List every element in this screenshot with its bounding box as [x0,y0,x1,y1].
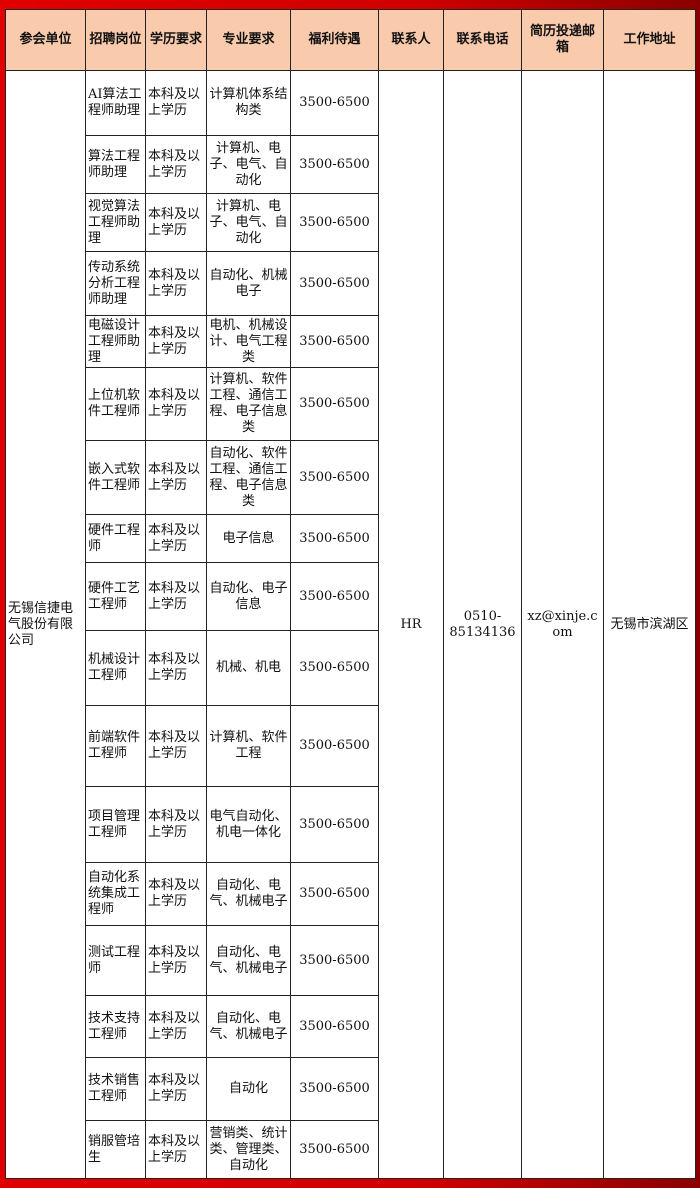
table-cell: 3500-6500 [290,193,379,252]
table-row: 技术支持工程师 本科及以上学历 自动化、电气、机械电子 3500-6500 [6,995,696,1058]
table-row: 算法工程师助理 本科及以上学历 计算机、电子、电气、自动化 3500-6500 [6,135,696,194]
table-row: 项目管理工程师 本科及以上学历 电气自动化、机电一体化 3500-6500 [6,786,696,863]
table-cell: 3500-6500 [290,862,379,926]
table-cell: 本科及以上学历 [145,1120,207,1179]
table-cell: 本科及以上学历 [145,925,207,996]
phone-cell: 0510-85134136 [443,70,522,1179]
table-cell: 视觉算法工程师助理 [85,193,146,252]
table-cell: 3500-6500 [290,562,379,631]
table-cell: 3500-6500 [290,70,379,136]
table-row: 硬件工艺工程师 本科及以上学历 自动化、电子信息 3500-6500 [6,562,696,631]
table-cell: 前端软件工程师 [85,705,146,787]
column-header: 工作地址 [603,9,696,71]
table-cell: 3500-6500 [290,786,379,863]
table-cell: 3500-6500 [290,1120,379,1179]
column-header: 招聘岗位 [85,9,146,71]
column-header: 福利待遇 [290,9,379,71]
table-cell: 计算机、电子、电气、自动化 [206,193,291,252]
table-cell: 计算机、软件工程、通信工程、电子信息类 [206,367,291,441]
table-row: 嵌入式软件工程师 本科及以上学历 自动化、软件工程、通信工程、电子信息类 3500-6… [6,440,696,515]
table-row: 硬件工程师 本科及以上学历 电子信息 3500-6500 [6,514,696,563]
table-cell: 自动化 [206,1057,291,1121]
table-row: 传动系统分析工程师助理 本科及以上学历 自动化、机械电子 3500-6500 [6,251,696,316]
company-cell: 无锡信捷电气股份有限公司 [5,70,86,1179]
table-cell: 硬件工程师 [85,514,146,563]
email-cell: xz@xinje.com [521,70,604,1179]
table-row: 前端软件工程师 本科及以上学历 计算机、软件工程 3500-6500 [6,705,696,787]
contact-cell: HR [378,70,444,1179]
table-cell: 销服管培生 [85,1120,146,1179]
header-row: 参会单位 招聘岗位 学历要求 专业要求 福利待遇 联系人 联系电话 简历投递邮箱 工作地址 [5,9,696,71]
table-cell: 电磁设计工程师助理 [85,315,146,368]
table-row: 电磁设计工程师助理 本科及以上学历 电机、机械设计、电气工程类 3500-6500 [6,315,696,368]
table-cell: 3500-6500 [290,705,379,787]
table-cell: 营销类、统计类、管理类、自动化 [206,1120,291,1179]
table-cell: 本科及以上学历 [145,251,207,316]
table-cell: 3500-6500 [290,367,379,441]
table-cell: 本科及以上学历 [145,514,207,563]
table-cell: 自动化、电子信息 [206,562,291,631]
column-header: 联系人 [378,9,444,71]
table-cell: 电气自动化、机电一体化 [206,786,291,863]
table-row: 视觉算法工程师助理 本科及以上学历 计算机、电子、电气、自动化 3500-6500 [6,193,696,252]
table-cell: 技术销售工程师 [85,1057,146,1121]
address-cell: 无锡市滨湖区 [603,70,696,1179]
table-cell: 计算机、软件工程 [206,705,291,787]
table-cell: 本科及以上学历 [145,995,207,1058]
table-cell: 自动化、机械电子 [206,251,291,316]
table-cell: 技术支持工程师 [85,995,146,1058]
table-cell: 传动系统分析工程师助理 [85,251,146,316]
table-cell: 项目管理工程师 [85,786,146,863]
table-cell: 上位机软件工程师 [85,367,146,441]
table-cell: 3500-6500 [290,925,379,996]
table-cell: 自动化、软件工程、通信工程、电子信息类 [206,440,291,515]
table-cell: 本科及以上学历 [145,630,207,706]
table-row: 自动化系统集成工程师 本科及以上学历 自动化、电气、机械电子 3500-6500 [6,862,696,926]
table-cell: 计算机体系结构类 [206,70,291,136]
table-row: 技术销售工程师 本科及以上学历 自动化 3500-6500 [6,1057,696,1121]
table-cell: 本科及以上学历 [145,786,207,863]
table-cell: AI算法工程师助理 [85,70,146,136]
table-cell: 3500-6500 [290,135,379,194]
table-cell: 硬件工艺工程师 [85,562,146,631]
column-header: 简历投递邮箱 [521,9,604,71]
table-cell: 本科及以上学历 [145,440,207,515]
table-cell: 自动化、电气、机械电子 [206,862,291,926]
table-cell: 计算机、电子、电气、自动化 [206,135,291,194]
table-cell: 自动化、电气、机械电子 [206,925,291,996]
table-row: 销服管培生 本科及以上学历 营销类、统计类、管理类、自动化 3500-6500 [6,1120,696,1179]
table-cell: 3500-6500 [290,630,379,706]
table-cell: 本科及以上学历 [145,367,207,441]
table-cell: 本科及以上学历 [145,705,207,787]
table-cell: 3500-6500 [290,440,379,515]
table-cell: 机械、机电 [206,630,291,706]
table-cell: 3500-6500 [290,514,379,563]
column-header: 参会单位 [5,9,86,71]
table-row: 上位机软件工程师 本科及以上学历 计算机、软件工程、通信工程、电子信息类 3500-6… [6,367,696,441]
column-header: 专业要求 [206,9,291,71]
table-cell: 电机、机械设计、电气工程类 [206,315,291,368]
table-cell: 机械设计工程师 [85,630,146,706]
column-header: 联系电话 [443,9,522,71]
table-cell: 本科及以上学历 [145,193,207,252]
column-header: 学历要求 [145,9,207,71]
table-cell: 3500-6500 [290,995,379,1058]
recruitment-table: 参会单位 招聘岗位 学历要求 专业要求 福利待遇 联系人 联系电话 简历投递邮箱 工作地址 无锡… [5,9,696,1179]
table-cell: 本科及以上学历 [145,1057,207,1121]
table-cell: 嵌入式软件工程师 [85,440,146,515]
table-cell: 3500-6500 [290,315,379,368]
table-cell: 算法工程师助理 [85,135,146,194]
table-cell: 测试工程师 [85,925,146,996]
table-cell: 电子信息 [206,514,291,563]
table-cell: 本科及以上学历 [145,135,207,194]
table-cell: 3500-6500 [290,251,379,316]
table-cell: 本科及以上学历 [145,862,207,926]
table-cell: 本科及以上学历 [145,315,207,368]
table-row: 无锡信捷电气股份有限公司 AI算法工程师助理 本科及以上学历 计算机体系结构类 3500… [5,70,696,1179]
table-cell: 本科及以上学历 [145,70,207,136]
table-cell: 自动化、电气、机械电子 [206,995,291,1058]
table-cell: 本科及以上学历 [145,562,207,631]
table-cell: 自动化系统集成工程师 [85,862,146,926]
table-cell: 3500-6500 [290,1057,379,1121]
